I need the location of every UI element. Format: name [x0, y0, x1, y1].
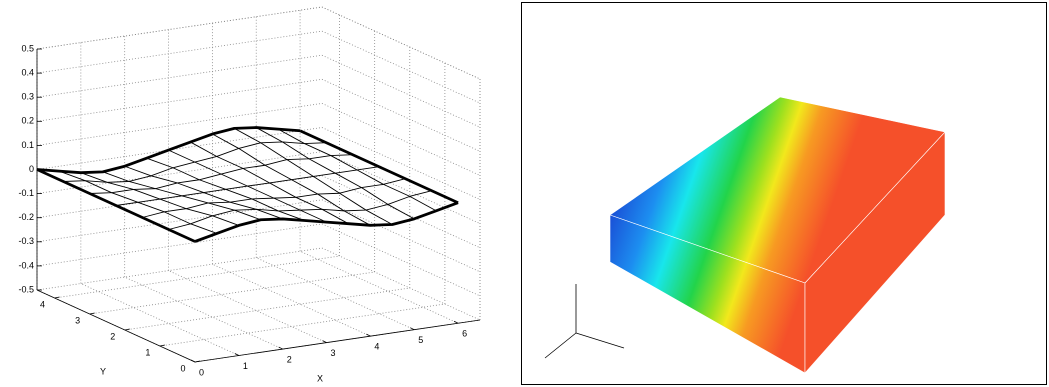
- x-axis-label: X: [317, 373, 323, 383]
- grid-line: [321, 199, 481, 273]
- y-axis-label: Y: [100, 366, 106, 376]
- x-tick: [234, 353, 240, 356]
- z-tick-label: 0.3: [21, 92, 34, 102]
- x-tick: [453, 320, 459, 324]
- x-tick-label: 3: [331, 348, 336, 358]
- grid-line: [36, 103, 323, 146]
- z-tick-label: -0.5: [18, 284, 34, 294]
- grid-line: [36, 30, 323, 74]
- mesh-column: [234, 127, 393, 225]
- grid-line: [159, 303, 445, 347]
- mesh-column: [58, 170, 218, 234]
- grid-line: [89, 271, 375, 315]
- mesh-column: [299, 129, 459, 205]
- grid-line: [124, 287, 410, 331]
- grid-line: [321, 247, 481, 321]
- x-tick: [278, 346, 283, 350]
- z-tick-label: 0.2: [21, 116, 34, 126]
- grid-line: [321, 54, 481, 128]
- mesh-column: [190, 141, 349, 225]
- grid-line: [299, 250, 459, 324]
- grid-line: [321, 103, 481, 176]
- grid-line: [36, 247, 323, 291]
- grid-line: [54, 255, 340, 299]
- grid-line: [36, 175, 323, 219]
- mesh-column: [36, 168, 196, 243]
- z-tick-label: 0.4: [21, 67, 34, 77]
- x-tick: [410, 327, 415, 331]
- box-edge: [321, 6, 481, 80]
- y-tick-label: 0: [180, 363, 185, 373]
- x-tick-label: 2: [287, 354, 292, 364]
- y-tick: [89, 312, 95, 315]
- grid-line: [321, 223, 481, 297]
- y-tick-label: 2: [110, 331, 115, 341]
- grid-line: [36, 78, 323, 122]
- z-tick-label: -0.4: [18, 260, 34, 270]
- x-tick: [322, 340, 327, 343]
- y-tick: [194, 360, 201, 363]
- grid-line: [36, 223, 323, 267]
- y-tick: [124, 328, 130, 331]
- mesh-column: [80, 172, 240, 226]
- x-tick: [190, 359, 196, 363]
- mesh-column: [124, 165, 283, 220]
- mesh-column: [212, 133, 371, 226]
- box-edge: [36, 6, 323, 50]
- x-tick-label: 1: [243, 361, 248, 371]
- x-tick-label: 4: [374, 342, 379, 352]
- z-tick-label: 0: [29, 164, 34, 174]
- left-panel: -0.5 -0.4 -0.3 -0.2 -0.1 0 0.1 0.2 0.3 0.4 0.5 0 1 2 3…: [18, 6, 481, 383]
- grid-line: [36, 127, 323, 170]
- box-side: [804, 131, 946, 374]
- grid-line: [168, 270, 327, 343]
- grid-line: [321, 78, 481, 152]
- y-tick-label: 1: [145, 347, 150, 357]
- y-tick-label: 4: [40, 299, 45, 309]
- x-axis: [194, 319, 481, 363]
- x-tick-label: 0: [199, 367, 204, 377]
- x-tick: [366, 333, 371, 337]
- mesh-column: [102, 171, 261, 221]
- grid-line: [321, 151, 481, 224]
- grid-line: [321, 30, 481, 104]
- axis-triad: [544, 284, 625, 359]
- z-tick-label: 0.1: [21, 140, 34, 150]
- grid-line: [321, 127, 481, 200]
- z-tick-label: -0.1: [18, 188, 34, 198]
- grid-line: [256, 257, 415, 331]
- grid-line: [212, 263, 371, 337]
- grid-line: [124, 276, 283, 350]
- y-tick: [159, 344, 165, 347]
- grid-line: [80, 283, 240, 356]
- x-tick-label: 6: [462, 329, 467, 339]
- y-axis: [36, 289, 196, 363]
- mesh-column: [168, 149, 327, 223]
- mesh-column: [146, 157, 305, 221]
- y-tick-label: 3: [75, 315, 80, 325]
- grid-line: [36, 151, 323, 194]
- y-tick: [54, 296, 60, 299]
- z-tick-label: -0.2: [18, 212, 34, 222]
- grid-line: [36, 54, 323, 98]
- x-tick-label: 5: [418, 335, 423, 345]
- grid-line: [36, 199, 323, 243]
- z-tick-label: -0.3: [18, 236, 34, 246]
- mesh-column: [277, 128, 437, 212]
- z-tick-label: 0.5: [21, 43, 34, 53]
- mesh-column: [256, 127, 415, 220]
- grid-line: [321, 175, 481, 249]
- right-panel: [521, 2, 1047, 385]
